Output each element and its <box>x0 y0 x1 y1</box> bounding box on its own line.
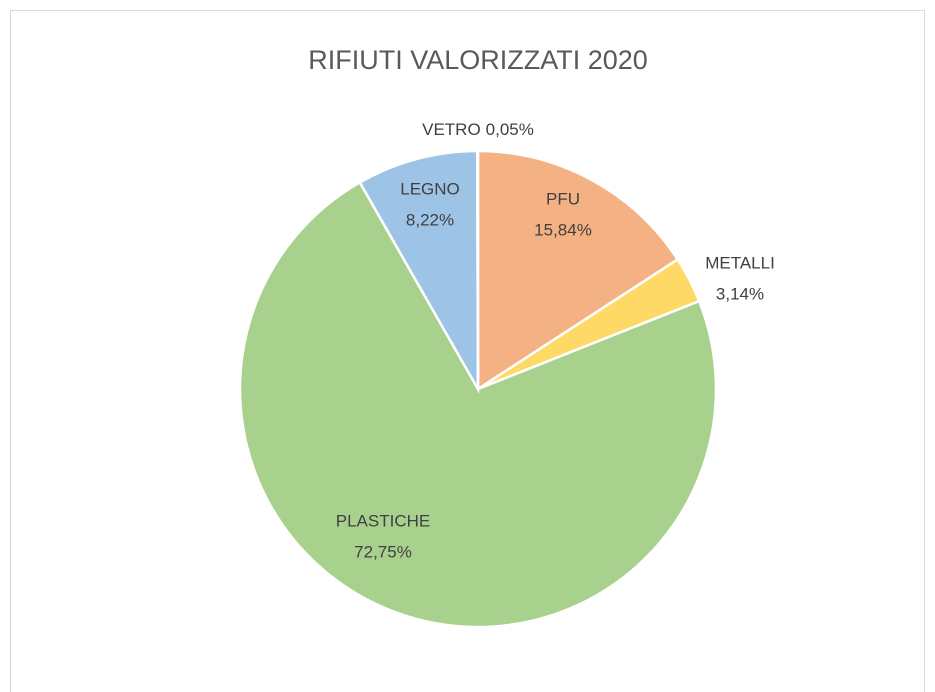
data-label-value: 3,14% <box>716 284 764 303</box>
chart-frame <box>10 10 925 692</box>
data-labels: PFU 15,84% METALLI 3,14% PLASTICHE 72,75% LEGN… <box>336 120 775 561</box>
data-label-value: 0,05% <box>486 120 534 139</box>
pie-slice <box>358 149 480 394</box>
data-label-category: PFU <box>546 189 580 208</box>
data-label-value: 15,84% <box>534 220 592 239</box>
data-label-category: PLASTICHE <box>336 511 430 530</box>
pie <box>238 149 718 629</box>
data-label-value: 8,22% <box>406 210 454 229</box>
pie-slice <box>476 149 680 392</box>
pie-slice <box>238 180 718 629</box>
chart-title: RIFIUTI VALORIZZATI 2020 <box>308 45 648 75</box>
data-label-value: 72,75% <box>354 542 412 561</box>
data-label-category: VETRO <box>422 120 481 139</box>
pie-slice <box>475 149 480 390</box>
data-label-category: LEGNO <box>400 179 460 198</box>
data-label-category: METALLI <box>705 253 775 272</box>
data-label: VETRO 0,05% <box>422 120 534 139</box>
